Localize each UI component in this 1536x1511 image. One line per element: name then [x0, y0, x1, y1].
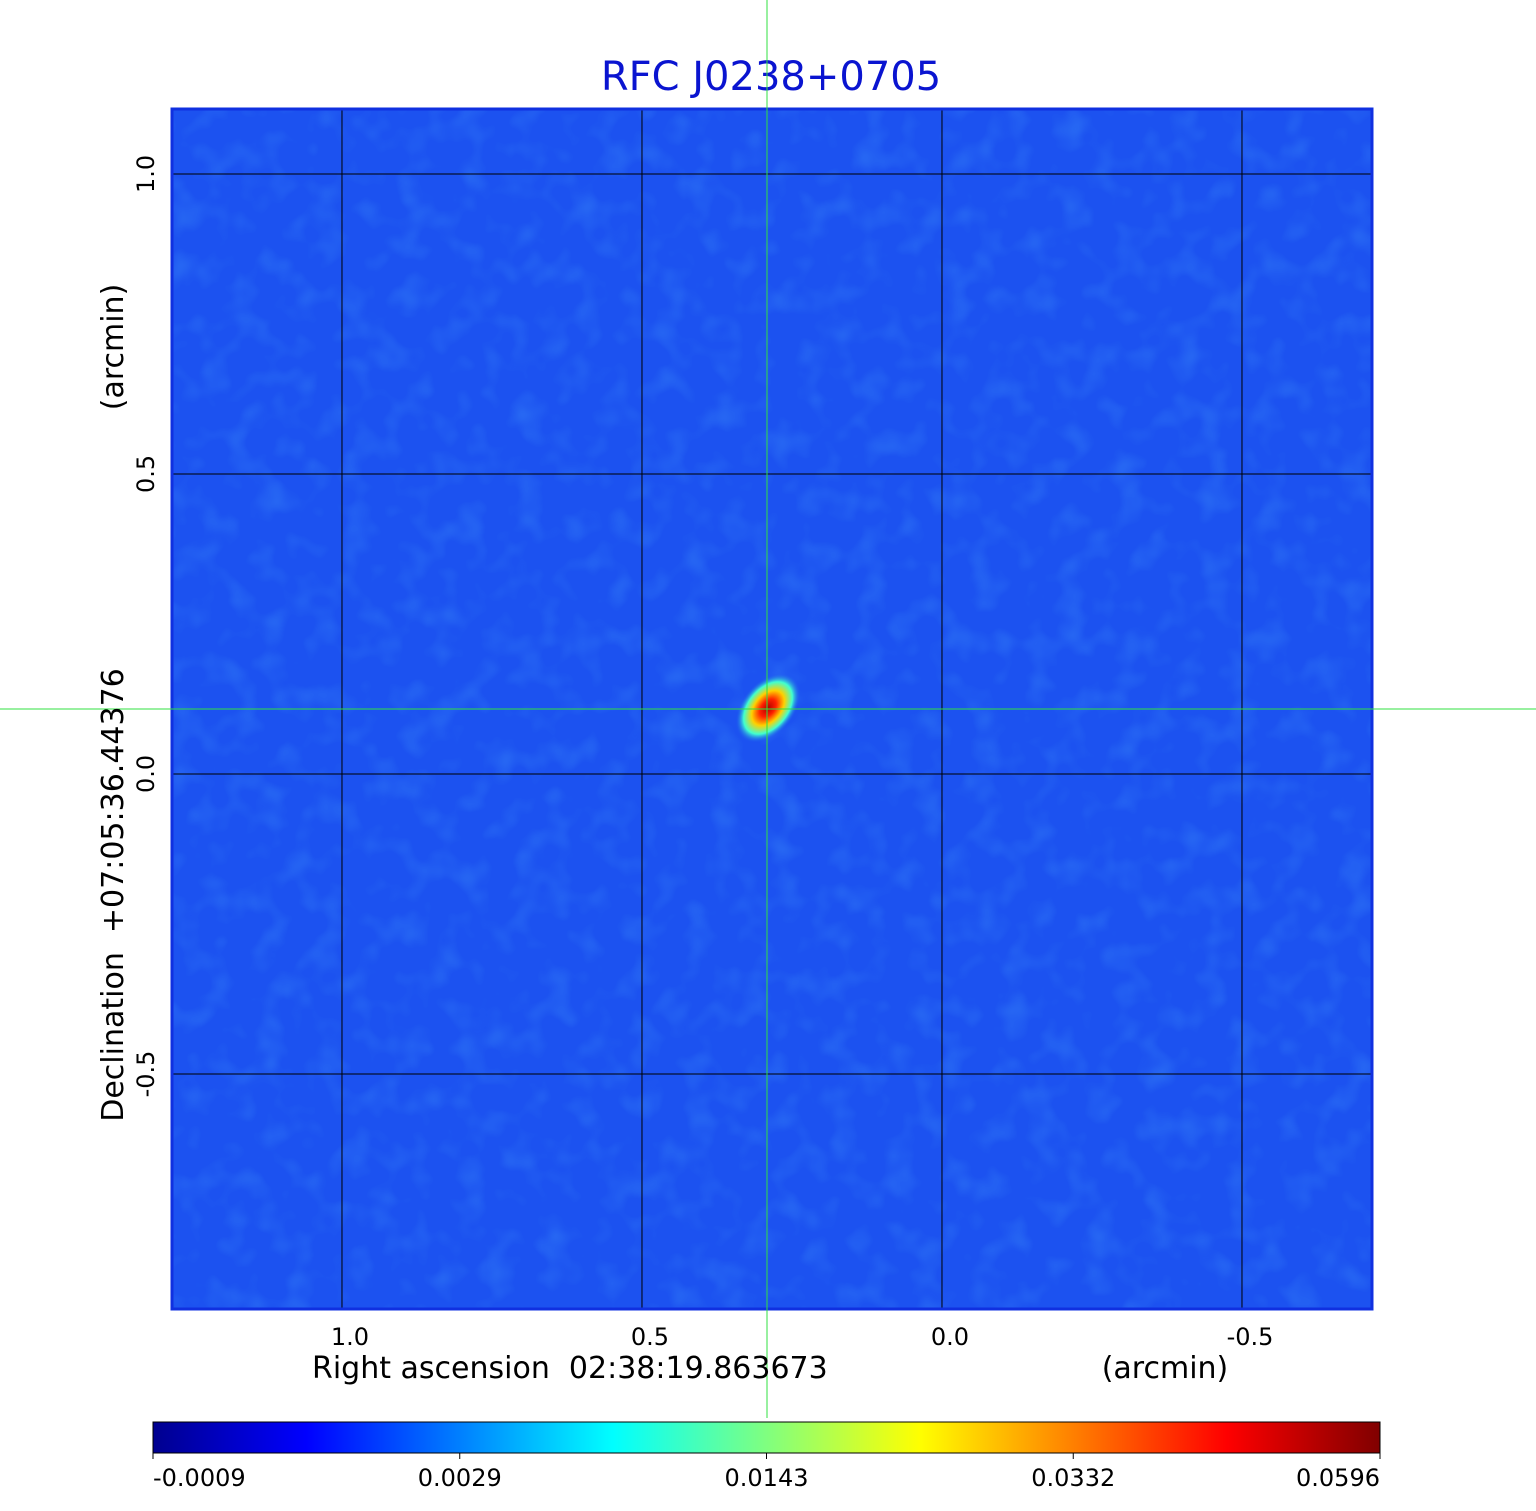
x-tick-label: 1.0 — [331, 1323, 369, 1351]
colorbar — [152, 1421, 1381, 1454]
source — [735, 673, 801, 743]
y-tick-label: 1.0 — [132, 155, 160, 193]
colorbar-tick-label: 0.0332 — [1031, 1464, 1115, 1492]
x-tick-label: -0.5 — [1227, 1323, 1274, 1351]
colorbar-tick-label: -0.0009 — [153, 1464, 246, 1492]
colorbar-tick-label: 0.0143 — [725, 1464, 809, 1492]
y-tick-label: -0.5 — [132, 1051, 160, 1098]
x-axis-unit: (arcmin) — [1102, 1351, 1229, 1386]
x-tick-label: 0.5 — [631, 1323, 669, 1351]
colorbar-tick-label: 0.0029 — [418, 1464, 502, 1492]
y-tick-label: 0.0 — [132, 755, 160, 793]
y-tick-label: 0.5 — [132, 455, 160, 493]
x-tick-label: 0.0 — [931, 1323, 969, 1351]
y-axis-label: Declination +07:05:36.44376 — [96, 668, 131, 1122]
chart-title: RFC J0238+0705 — [601, 54, 941, 100]
y-axis-unit: (arcmin) — [96, 284, 131, 411]
colorbar-tick-label: 0.0596 — [1296, 1464, 1380, 1492]
x-axis-label: Right ascension 02:38:19.863673 — [312, 1351, 828, 1386]
